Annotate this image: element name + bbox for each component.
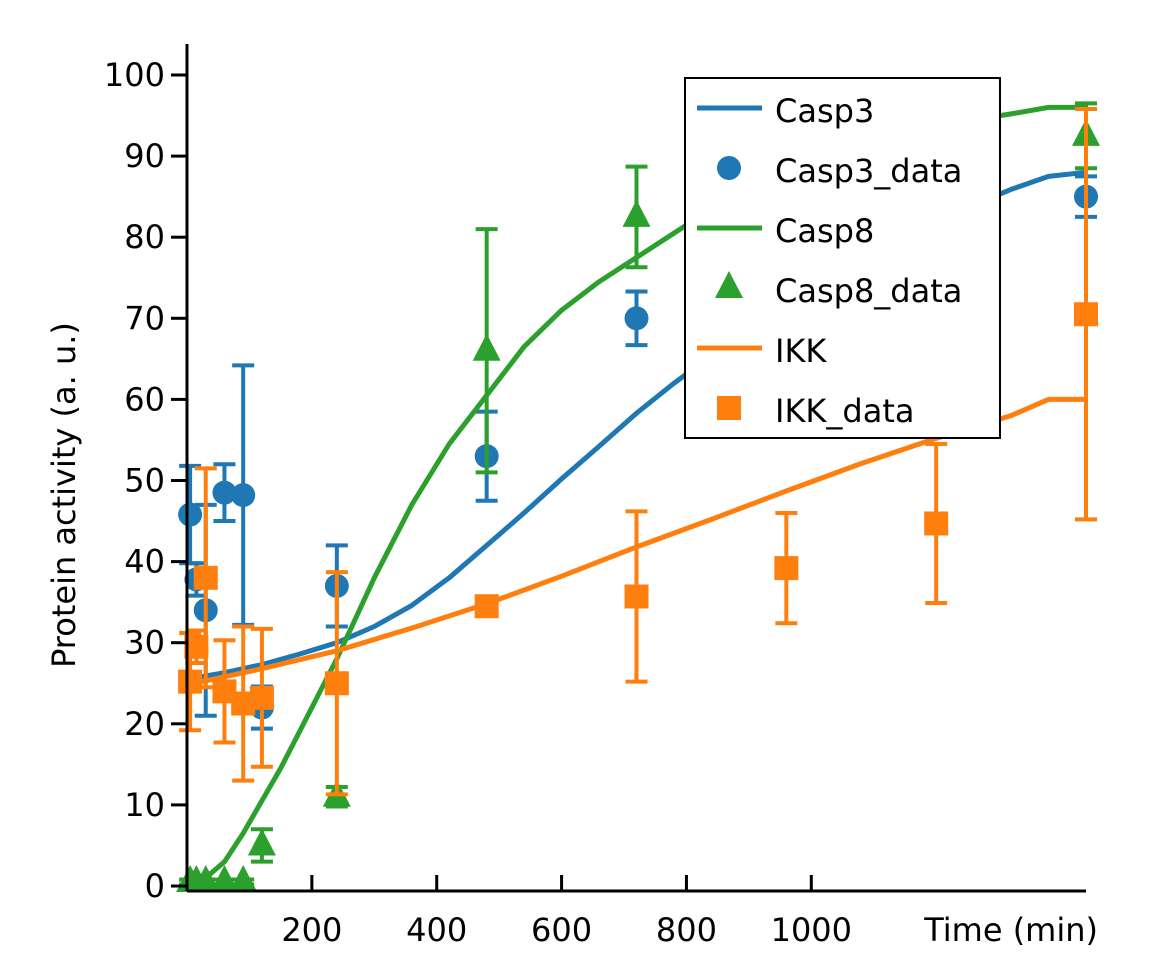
legend-label: IKK_data bbox=[775, 392, 914, 430]
legend-item: IKK_data bbox=[717, 392, 914, 430]
x-tick-label: 1000 bbox=[771, 911, 852, 949]
data-point bbox=[924, 511, 949, 536]
data-point bbox=[324, 671, 349, 696]
legend-label: Casp3 bbox=[775, 92, 874, 130]
y-tick-label: 100 bbox=[104, 56, 165, 94]
y-tick-label: 0 bbox=[145, 867, 165, 905]
legend-item: IKK bbox=[697, 332, 827, 370]
y-tick-label: 70 bbox=[124, 299, 165, 337]
data-point bbox=[474, 594, 499, 619]
legend: Casp3 Casp3_data Casp8 Casp8_data IKK IKK_dat… bbox=[684, 77, 1001, 439]
data-point bbox=[231, 483, 256, 508]
data-point bbox=[472, 333, 501, 361]
data-point bbox=[178, 669, 203, 694]
y-tick-label: 20 bbox=[124, 705, 165, 743]
y-tick-label: 40 bbox=[124, 543, 165, 581]
data-point bbox=[210, 864, 239, 892]
legend-item: Casp3_data bbox=[717, 152, 962, 190]
data-point bbox=[624, 306, 649, 331]
x-tick-label: 200 bbox=[281, 911, 342, 949]
legend-item: Casp8_data bbox=[715, 271, 962, 310]
y-axis-label: Protein activity (a. u.) bbox=[45, 322, 83, 668]
legend-item: Casp3 bbox=[697, 92, 874, 130]
legend-marker-swatch bbox=[715, 271, 743, 298]
y-tick-label: 80 bbox=[124, 218, 165, 256]
legend-label: Casp8_data bbox=[775, 272, 962, 310]
y-tick-label: 10 bbox=[124, 786, 165, 824]
x-tick-label: 400 bbox=[406, 911, 467, 949]
y-tick-label: 90 bbox=[124, 137, 165, 175]
legend-marker-swatch bbox=[717, 396, 741, 420]
legend-item: Casp8 bbox=[697, 212, 874, 250]
legend-box bbox=[684, 77, 1001, 439]
legend-label: IKK bbox=[775, 332, 827, 370]
IKK_data-points bbox=[178, 302, 1098, 716]
data-point bbox=[212, 480, 237, 505]
y-tick-label: 50 bbox=[124, 462, 165, 500]
legend-marker-swatch bbox=[717, 156, 741, 180]
data-point bbox=[249, 685, 274, 710]
data-point bbox=[178, 502, 203, 527]
legend-label: Casp8 bbox=[775, 212, 874, 250]
x-tick-label: 800 bbox=[656, 911, 717, 949]
y-tick-label: 30 bbox=[124, 624, 165, 662]
data-point bbox=[622, 199, 651, 227]
x-axis-label: Time (min) bbox=[923, 911, 1098, 949]
legend-label: Casp3_data bbox=[775, 152, 962, 190]
data-point bbox=[229, 864, 258, 892]
data-point bbox=[774, 556, 799, 581]
axes bbox=[185, 44, 1086, 893]
y-tick-label: 60 bbox=[124, 380, 165, 418]
ticks: 0 10 20 30 40 50 60 70 80 90 100 200 400 600 800 1000 bbox=[104, 56, 852, 949]
x-tick-label: 600 bbox=[531, 911, 592, 949]
data-point bbox=[1074, 302, 1098, 327]
data-point bbox=[247, 828, 276, 856]
data-point bbox=[193, 565, 218, 590]
data-point bbox=[624, 584, 649, 609]
